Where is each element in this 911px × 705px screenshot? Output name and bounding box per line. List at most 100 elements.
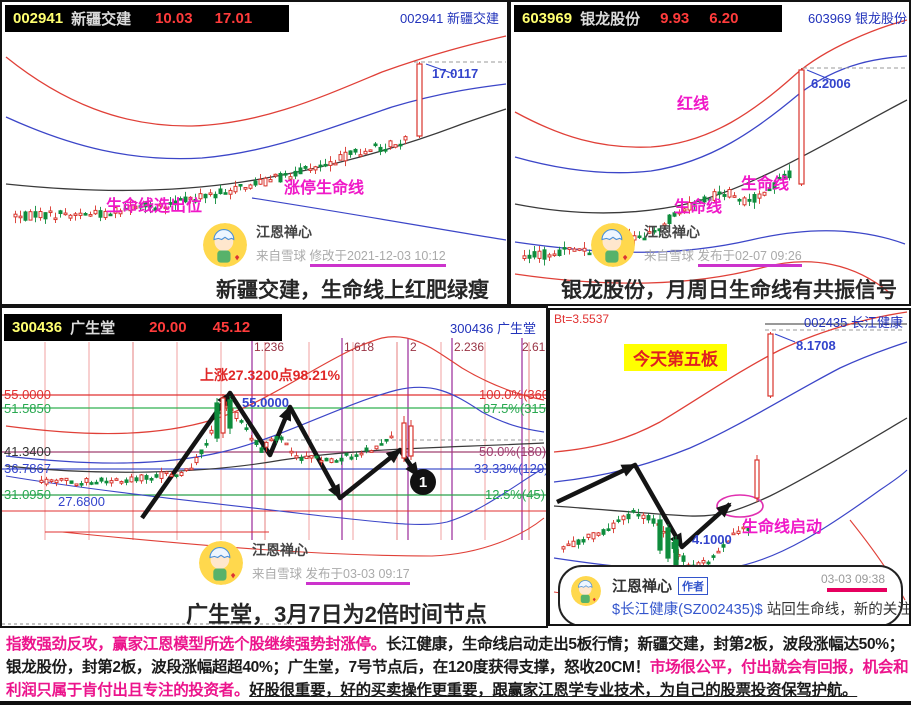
commentary-pink: 利润只属于肯付出且专注的投资者。: [6, 682, 250, 699]
quote-bar: 300436 广生堂 20.00 45.12: [4, 314, 282, 341]
quote-bar: 002941 新疆交建 10.03 17.01: [5, 5, 289, 32]
author-meta: 江恩禅心 来自雪球 修改于2021-12-03 10:12: [256, 223, 446, 267]
inline-price: 27.6800: [58, 494, 105, 509]
tag-pointer: [425, 63, 455, 75]
pct-label: 100.0%(360): [479, 387, 548, 402]
lower-band: [251, 197, 507, 241]
commentary-black: 银龙股份，封第2板，波段涨幅超超40%；广生堂，7号节点后，在120度获得支撑，…: [6, 659, 650, 676]
quote-value: 6.20: [709, 10, 739, 27]
fib-label: 2.236: [454, 340, 485, 354]
life-line: [5, 442, 545, 473]
trend-arrows: [140, 390, 420, 520]
stock-code: 300436: [12, 319, 63, 336]
panel-guangshengtang: 300436 广生堂 20.00 45.12 300436 广生堂 1.236 …: [0, 306, 548, 628]
author-badge: 作者: [678, 577, 709, 595]
avatar: [591, 223, 635, 267]
post-time: 发布于02-07 09:26: [697, 249, 802, 267]
pct-label: 50.0%(180): [479, 444, 547, 459]
tag-pointer: [774, 333, 796, 343]
stock-link[interactable]: $长江健康(SZ002435)$: [612, 602, 763, 618]
rise-note: 上涨27.3200点98.21%: [200, 367, 341, 383]
mid-band: [553, 341, 908, 483]
price-low-tag: 4.1000: [692, 532, 732, 547]
post-time: 03-03 09:38: [820, 572, 885, 586]
lower-band-red: [61, 517, 545, 557]
corner-label: 002941 新疆交建: [400, 11, 499, 26]
annotation-life-select: 生命线选出位: [106, 198, 203, 215]
bt-value: Bt=3.5537: [554, 312, 610, 326]
corner-label: 300436 广生堂: [450, 321, 536, 336]
scale-label: 36.7867: [4, 461, 51, 476]
lower-band: [553, 469, 908, 571]
commentary: 指数强劲反攻，赢家江恩模型所选个股继续强势封涨停。长江健康，生命线启动走出5板行…: [6, 633, 909, 701]
post-bubble: 江恩禅心 作者 03-03 09:38 $长江健康(SZ002435)$ 站回生命…: [558, 565, 909, 624]
time-underline: [827, 588, 887, 592]
author-name: 江恩禅心 作者: [612, 575, 709, 596]
author-name: 江恩禅心: [256, 224, 312, 240]
panel-changjiang: Bt=3.5537 002435 长江健康 8.1708 今天第五板 生命线启动…: [548, 308, 911, 626]
stock-code: 603969: [522, 10, 573, 27]
author-name-text: 江恩禅心: [612, 578, 673, 595]
quote-value: 9.93: [660, 10, 690, 27]
commentary-pink: 指数强劲反攻，赢家江恩模型所选个股继续强势封涨停。: [6, 636, 387, 653]
annotation-life-start: 生命线启动: [742, 519, 823, 536]
upper-band: [5, 336, 545, 435]
author-row: 江恩禅心 来自雪球 修改于2021-12-03 10:12: [203, 223, 446, 267]
author-meta: 江恩禅心 来自雪球 发布于02-07 09:26: [644, 223, 802, 267]
author-meta: 江恩禅心 来自雪球 发布于03-03 09:17: [252, 541, 410, 585]
annotation-life-line: 生命线: [741, 176, 790, 193]
scale-label: 41.3400: [4, 444, 51, 459]
fib-label: 2: [410, 340, 417, 354]
swing-marker-1: 1: [410, 469, 436, 495]
panel-yinlong: 603969 银龙股份 9.93 6.20 603969 银龙股份 6.2006…: [509, 0, 911, 306]
mid-band: [5, 386, 545, 464]
commentary-line-1: 指数强劲反攻，赢家江恩模型所选个股继续强势封涨停。长江健康，生命线启动走出5板行…: [6, 633, 908, 656]
quote-bar: 603969 银龙股份 9.93 6.20: [514, 5, 782, 32]
stock-name: 银龙股份: [580, 11, 641, 28]
scale-label: 55.0000: [4, 387, 51, 402]
board-banner: 今天第五板: [624, 344, 727, 371]
author-row: 江恩禅心 来自雪球 发布于03-03 09:17: [199, 541, 410, 585]
author-row: 江恩禅心 来自雪球 发布于02-07 09:26: [591, 223, 802, 267]
avatar: [571, 576, 601, 606]
post-meta: 来自雪球 发布于02-07 09:26: [644, 245, 802, 267]
annotation-life-line: 生命线: [674, 199, 723, 216]
price-tag: 6.2006: [811, 76, 851, 91]
panel-caption: 广生堂，3月7日为2倍时间节点: [186, 602, 487, 627]
commentary-black: 长江健康，生命线启动走出5板行情；新疆交建，封第2板，波段涨幅达50%；: [386, 636, 904, 653]
quote-value: 17.01: [214, 10, 253, 27]
tag-pointer: [806, 69, 832, 81]
panel-caption: 新疆交建，生命线上红肥绿瘦: [216, 279, 489, 302]
commentary-line-3: 利润只属于肯付出且专注的投资者。好股很重要，好的买卖操作更重要，跟赢家江恩学专业…: [6, 679, 908, 701]
lower-band: [514, 230, 906, 253]
scale-label: 31.0950: [4, 487, 51, 502]
life-ellipse: [716, 494, 764, 518]
mid-band: [5, 83, 507, 160]
upper-band: [553, 311, 908, 453]
post-source: 来自雪球: [256, 249, 307, 263]
trend-arrows: [556, 462, 732, 550]
commentary-pink: 市场很公平，付出就会有回报，机会和: [649, 659, 909, 676]
fib-label: 1.236: [254, 340, 285, 354]
commentary-line-2: 银龙股份，封第2板，波段涨幅超超40%；广生堂，7号节点后，在120度获得支撑，…: [6, 656, 909, 679]
upper-band: [514, 19, 908, 148]
post-text: $长江健康(SZ002435)$ 站回生命线，新的关注机会: [612, 598, 909, 619]
panel-xinjiang: 002941 新疆交建 10.03 17.01 002941 新疆交建 17.0…: [0, 0, 509, 306]
post-time: 发布于03-03 09:17: [305, 567, 410, 585]
chart-guangshengtang: [2, 336, 546, 625]
avatar: [199, 541, 243, 585]
corner-label: 603969 银龙股份: [808, 11, 907, 26]
author-name: 江恩禅心: [644, 224, 700, 240]
panel-caption: 银龙股份，月周日生命线有共振信号: [561, 279, 897, 302]
quote-value: 45.12: [212, 319, 251, 336]
price-tag: 8.1708: [796, 338, 836, 353]
stock-code: 002941: [13, 10, 64, 27]
author-name: 江恩禅心: [252, 542, 308, 558]
stock-name: 广生堂: [70, 320, 116, 337]
post-meta: 来自雪球 发布于03-03 09:17: [252, 563, 410, 585]
annotation-limit-life: 涨停生命线: [284, 180, 365, 197]
post-source: 来自雪球: [644, 249, 695, 263]
grid-lines: [44, 338, 530, 540]
post-time: 修改于2021-12-03 10:12: [309, 249, 446, 267]
